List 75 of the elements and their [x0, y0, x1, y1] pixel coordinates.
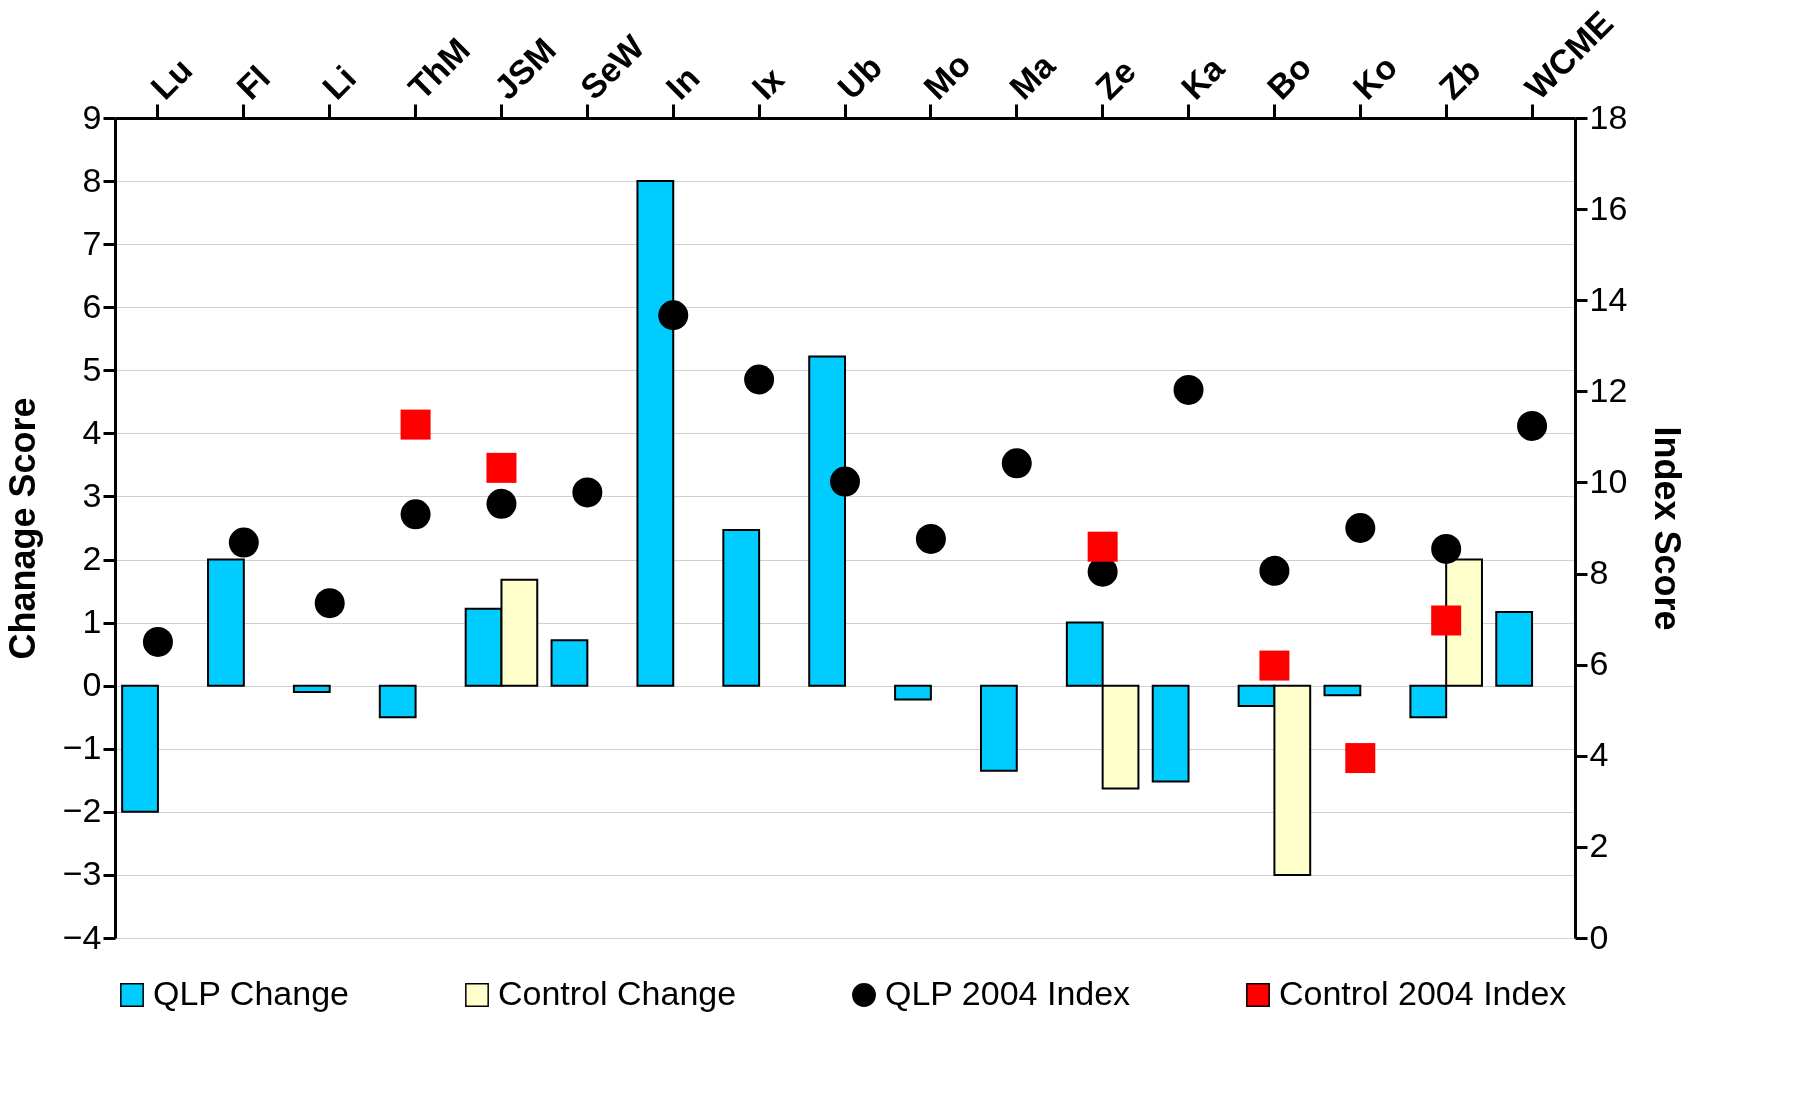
- point: [1259, 650, 1290, 681]
- point: [314, 588, 345, 619]
- point: [400, 409, 431, 440]
- bar: [1323, 684, 1362, 697]
- bar: [979, 684, 1018, 772]
- point: [1259, 555, 1290, 586]
- y-tick-label: 5: [82, 349, 102, 388]
- x-tick-label: Bo: [1259, 47, 1319, 107]
- point: [1431, 605, 1462, 636]
- point: [830, 466, 860, 497]
- point: [486, 452, 517, 483]
- y2-tick-label: 12: [1589, 370, 1628, 409]
- y2-tick-label: 16: [1589, 188, 1628, 227]
- point: [486, 488, 517, 519]
- y2-axis-title: Index Score: [1647, 426, 1689, 631]
- y-axis-title: Chanage Score: [1, 397, 43, 660]
- y-tick-label: 2: [82, 539, 102, 578]
- y-tick-label: 9: [82, 97, 102, 136]
- y-tick-label: 8: [82, 160, 102, 199]
- x-tick-label: Ix: [744, 59, 792, 107]
- bar: [378, 684, 417, 719]
- x-tick-label: In: [658, 58, 707, 107]
- y2-tick-label: 6: [1589, 644, 1609, 683]
- x-tick-label: Ko: [1345, 47, 1405, 107]
- bar: [550, 639, 589, 687]
- point: [744, 364, 775, 395]
- legend-label: Control Change: [498, 974, 737, 1012]
- legend-label: Control 2004 Index: [1279, 974, 1567, 1012]
- x-tick-label: Ma: [1001, 45, 1063, 107]
- y-tick-label: −4: [62, 917, 102, 956]
- y2-tick-label: 8: [1589, 553, 1609, 592]
- y-tick-label: −1: [62, 728, 102, 767]
- y-tick-label: 0: [82, 665, 102, 704]
- y-tick-label: −2: [62, 791, 102, 830]
- point: [572, 477, 603, 508]
- y2-tick-label: 4: [1589, 735, 1609, 774]
- legend-label: QLP Change: [153, 974, 349, 1012]
- bar: [894, 684, 932, 701]
- y2-tick-label: 0: [1589, 917, 1609, 956]
- point: [1345, 743, 1376, 774]
- legend-label: QLP 2004 Index: [885, 974, 1131, 1012]
- y2-tick-label: 18: [1589, 97, 1628, 136]
- point: [1001, 448, 1032, 479]
- y-tick-label: 7: [82, 223, 102, 262]
- x-tick-label: Zb: [1431, 50, 1488, 107]
- point: [400, 499, 431, 530]
- y2-tick-label: 10: [1589, 461, 1628, 500]
- y2-tick-label: 2: [1589, 826, 1609, 865]
- point: [1517, 410, 1548, 441]
- y-tick-label: 3: [82, 475, 102, 514]
- x-tick-label: Ze: [1087, 51, 1143, 107]
- y-tick-label: 6: [82, 286, 102, 325]
- point: [1173, 375, 1204, 405]
- bar: [1495, 610, 1534, 687]
- point: [142, 626, 173, 657]
- bar: [121, 684, 159, 813]
- bar: [1151, 684, 1190, 783]
- y2-tick-label: 14: [1589, 279, 1628, 318]
- x-tick-label: Mo: [916, 44, 978, 107]
- point: [1431, 533, 1462, 564]
- point: [915, 523, 946, 554]
- y-tick-label: 4: [82, 412, 102, 451]
- point: [658, 300, 689, 331]
- point: [1087, 531, 1118, 562]
- x-tick-label: Fl: [228, 58, 278, 107]
- point: [228, 527, 259, 558]
- x-tick-label: Ka: [1173, 48, 1233, 107]
- x-tick-label: Ub: [830, 47, 890, 107]
- x-tick-label: Lu: [143, 50, 200, 107]
- point: [1345, 513, 1376, 543]
- y-tick-label: −3: [62, 854, 102, 893]
- bar: [292, 684, 331, 693]
- x-tick-label: Li: [314, 58, 364, 107]
- y-tick-label: 1: [82, 602, 102, 641]
- bar: [722, 528, 761, 687]
